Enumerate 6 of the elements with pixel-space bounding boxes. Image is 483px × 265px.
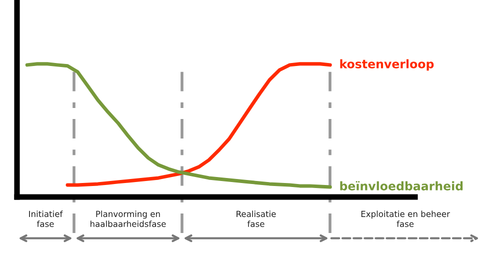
text: Exploitatie en beheer fase <box>361 210 450 228</box>
series-label: beïnvloedbaarheid <box>340 181 463 190</box>
text: Initiatief fase <box>29 210 63 228</box>
text: Realisatie fase <box>236 210 276 228</box>
series-label: kostenverloop <box>340 59 434 71</box>
text: Planvorming en haalbaarheidsfase <box>90 210 166 228</box>
